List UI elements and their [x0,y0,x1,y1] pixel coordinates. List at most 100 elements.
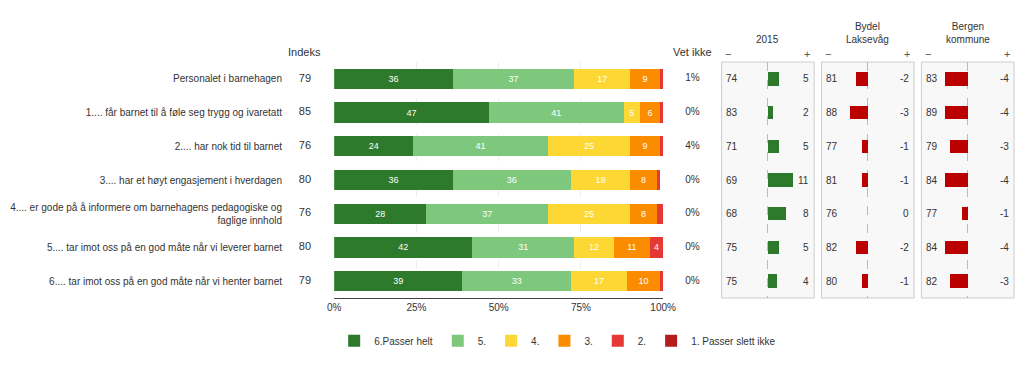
svg-text:2015: 2015 [756,34,779,45]
svg-text:4.... er gode på å informere o: 4.... er gode på å informere om barnehag… [10,202,282,226]
svg-text:−: − [825,48,831,60]
svg-text:1.... får barnet til å føle se: 1.... får barnet til å føle seg trygg og… [86,107,282,118]
svg-text:83: 83 [926,73,938,84]
svg-text:12: 12 [589,242,599,252]
svg-text:37: 37 [508,74,518,84]
svg-text:5.... tar imot oss på en god m: 5.... tar imot oss på en god måte når vi… [47,242,282,253]
svg-text:88: 88 [826,107,838,118]
svg-text:6.... tar imot oss på en god m: 6.... tar imot oss på en god måte når vi… [49,276,282,287]
svg-text:74: 74 [726,73,738,84]
svg-text:-1: -1 [1000,208,1009,219]
svg-text:89: 89 [926,107,938,118]
svg-text:25%: 25% [406,302,426,313]
svg-text:-3: -3 [1000,141,1009,152]
svg-text:18: 18 [596,175,606,185]
svg-text:2.... har nok tid til barnet: 2.... har nok tid til barnet [175,141,283,152]
svg-text:24: 24 [369,141,379,151]
svg-text:75: 75 [726,242,738,253]
svg-text:6: 6 [647,108,652,118]
svg-text:5.: 5. [478,336,486,347]
svg-text:77: 77 [926,208,938,219]
svg-text:+: + [1004,48,1010,60]
svg-text:80: 80 [299,173,311,185]
svg-text:-4: -4 [1000,107,1009,118]
svg-text:77: 77 [826,141,838,152]
svg-text:79: 79 [299,274,311,286]
svg-text:75%: 75% [571,302,591,313]
svg-text:76: 76 [299,206,311,218]
svg-text:36: 36 [388,175,398,185]
svg-text:1. Passer slett ikke: 1. Passer slett ikke [691,336,775,347]
svg-text:-4: -4 [1000,242,1009,253]
svg-text:9: 9 [643,74,648,84]
svg-text:25: 25 [584,141,594,151]
svg-text:4%: 4% [685,140,700,151]
svg-text:17: 17 [597,74,607,84]
svg-text:39: 39 [393,276,403,286]
svg-text:3.... har et høyt engasjement: 3.... har et høyt engasjement i hverdage… [100,175,282,186]
svg-text:76: 76 [299,139,311,151]
svg-text:33: 33 [512,276,522,286]
svg-text:36: 36 [388,74,398,84]
svg-text:−: − [925,48,931,60]
svg-text:0%: 0% [685,241,700,252]
svg-text:+: + [804,48,810,60]
svg-text:6.Passer helt: 6.Passer helt [374,336,433,347]
svg-text:-3: -3 [1000,276,1009,287]
svg-text:-2: -2 [900,242,909,253]
svg-text:50%: 50% [489,302,509,313]
svg-text:-1: -1 [900,141,909,152]
svg-text:11: 11 [627,242,636,252]
svg-text:4: 4 [654,242,659,252]
svg-text:2.: 2. [638,336,646,347]
svg-text:Personalet i barnehagen: Personalet i barnehagen [173,73,282,84]
svg-text:8: 8 [803,208,809,219]
svg-text:68: 68 [726,208,738,219]
svg-text:80: 80 [299,240,311,252]
svg-text:69: 69 [726,175,738,186]
svg-text:Bergenkommune: Bergenkommune [946,21,990,45]
svg-text:84: 84 [926,242,938,253]
svg-text:9: 9 [643,141,648,151]
svg-text:79: 79 [926,141,938,152]
svg-text:83: 83 [726,107,738,118]
svg-text:8: 8 [641,175,646,185]
svg-text:81: 81 [826,175,838,186]
svg-text:31: 31 [518,242,528,252]
svg-text:82: 82 [826,242,838,253]
svg-text:10: 10 [638,276,648,286]
svg-text:1%: 1% [685,72,700,83]
svg-text:+: + [904,48,910,60]
svg-text:-2: -2 [900,73,909,84]
svg-text:2: 2 [803,107,809,118]
svg-text:71: 71 [726,141,738,152]
svg-text:47: 47 [406,108,416,118]
svg-text:28: 28 [375,209,385,219]
svg-text:-4: -4 [1000,175,1009,186]
svg-text:41: 41 [551,108,561,118]
svg-text:75: 75 [726,276,738,287]
svg-text:84: 84 [926,175,938,186]
svg-text:42: 42 [398,242,408,252]
svg-text:0%: 0% [685,106,700,117]
svg-text:0%: 0% [685,275,700,286]
svg-text:-3: -3 [900,107,909,118]
svg-text:25: 25 [584,209,594,219]
svg-text:BydelLaksevåg: BydelLaksevåg [846,21,889,45]
svg-text:37: 37 [482,209,492,219]
svg-text:0%: 0% [685,174,700,185]
svg-text:4.: 4. [531,336,539,347]
svg-text:85: 85 [299,105,311,117]
svg-text:5: 5 [629,108,634,118]
svg-text:Vet ikke: Vet ikke [673,46,712,58]
svg-text:8: 8 [641,209,646,219]
svg-text:4: 4 [803,276,809,287]
svg-text:17: 17 [594,276,604,286]
svg-text:79: 79 [299,72,311,84]
svg-text:0%: 0% [327,302,342,313]
svg-text:−: − [725,48,731,60]
svg-text:11: 11 [798,175,809,186]
svg-text:5: 5 [803,73,809,84]
svg-text:-1: -1 [900,276,909,287]
svg-text:36: 36 [507,175,517,185]
